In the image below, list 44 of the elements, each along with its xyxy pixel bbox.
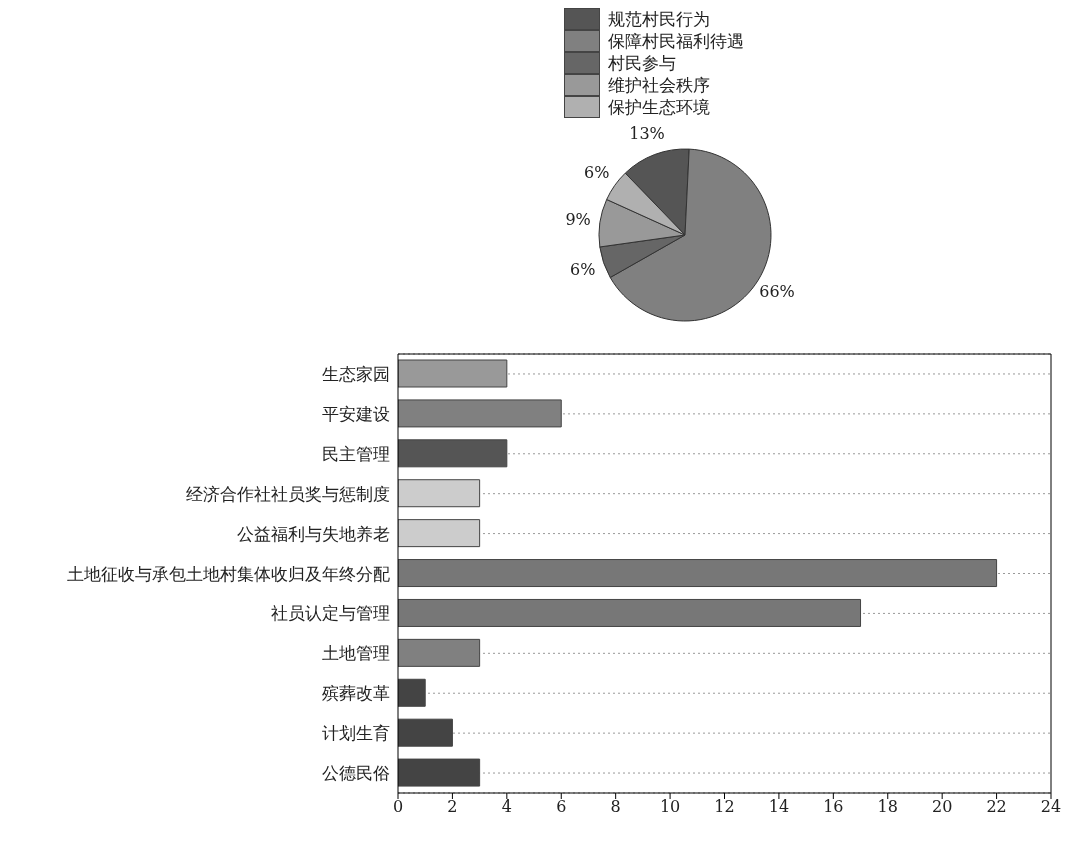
legend-label: 维护社会秩序 — [608, 74, 710, 96]
y-tick-label: 殡葬改革 — [322, 683, 390, 704]
y-tick-label: 公益福利与失地养老 — [237, 523, 390, 544]
y-tick-label: 计划生育 — [322, 723, 390, 744]
x-tick-label: 24 — [1040, 797, 1062, 817]
y-tick-label: 生态家园 — [322, 363, 390, 384]
bar — [398, 638, 481, 667]
bar — [398, 399, 562, 428]
y-tick-label: 土地征收与承包土地村集体收归及年终分配 — [67, 563, 390, 584]
y-tick-label: 土地管理 — [322, 643, 390, 664]
x-tick-label: 0 — [392, 797, 404, 817]
x-tick-label: 12 — [714, 797, 735, 817]
x-tick-label: 4 — [501, 797, 512, 817]
bar — [398, 439, 508, 468]
y-tick-label: 经济合作社社员奖与惩制度 — [186, 483, 390, 504]
y-tick-label: 公德民俗 — [322, 763, 390, 784]
x-tick-label: 2 — [447, 797, 458, 817]
legend-label: 保障村民福利待遇 — [608, 30, 744, 52]
y-tick-label: 平安建设 — [322, 403, 390, 424]
data-label: 6% — [570, 260, 596, 280]
data-label: 13% — [629, 124, 665, 144]
data-label: 6% — [584, 163, 610, 183]
bar — [398, 678, 426, 707]
legend-label: 保护生态环境 — [608, 96, 710, 118]
x-tick-label: 22 — [986, 797, 1007, 817]
legend-label: 规范村民行为 — [608, 8, 710, 30]
x-tick-label: 16 — [823, 797, 844, 817]
bar — [398, 479, 481, 508]
x-tick-label: 8 — [610, 797, 621, 817]
bar — [398, 718, 453, 747]
data-label: 66% — [759, 282, 795, 302]
bar — [398, 519, 481, 548]
bar — [398, 598, 862, 627]
x-tick-label: 14 — [768, 797, 790, 817]
x-tick-label: 18 — [877, 797, 898, 817]
y-tick-label: 民主管理 — [322, 443, 390, 464]
data-label: 9% — [565, 210, 591, 230]
bar — [398, 758, 481, 787]
bar — [398, 559, 998, 588]
y-tick-label: 社员认定与管理 — [271, 603, 390, 624]
x-tick-label: 6 — [556, 797, 567, 817]
x-tick-label: 10 — [659, 797, 681, 817]
legend-label: 村民参与 — [608, 52, 676, 74]
x-tick-label: 20 — [931, 797, 953, 817]
